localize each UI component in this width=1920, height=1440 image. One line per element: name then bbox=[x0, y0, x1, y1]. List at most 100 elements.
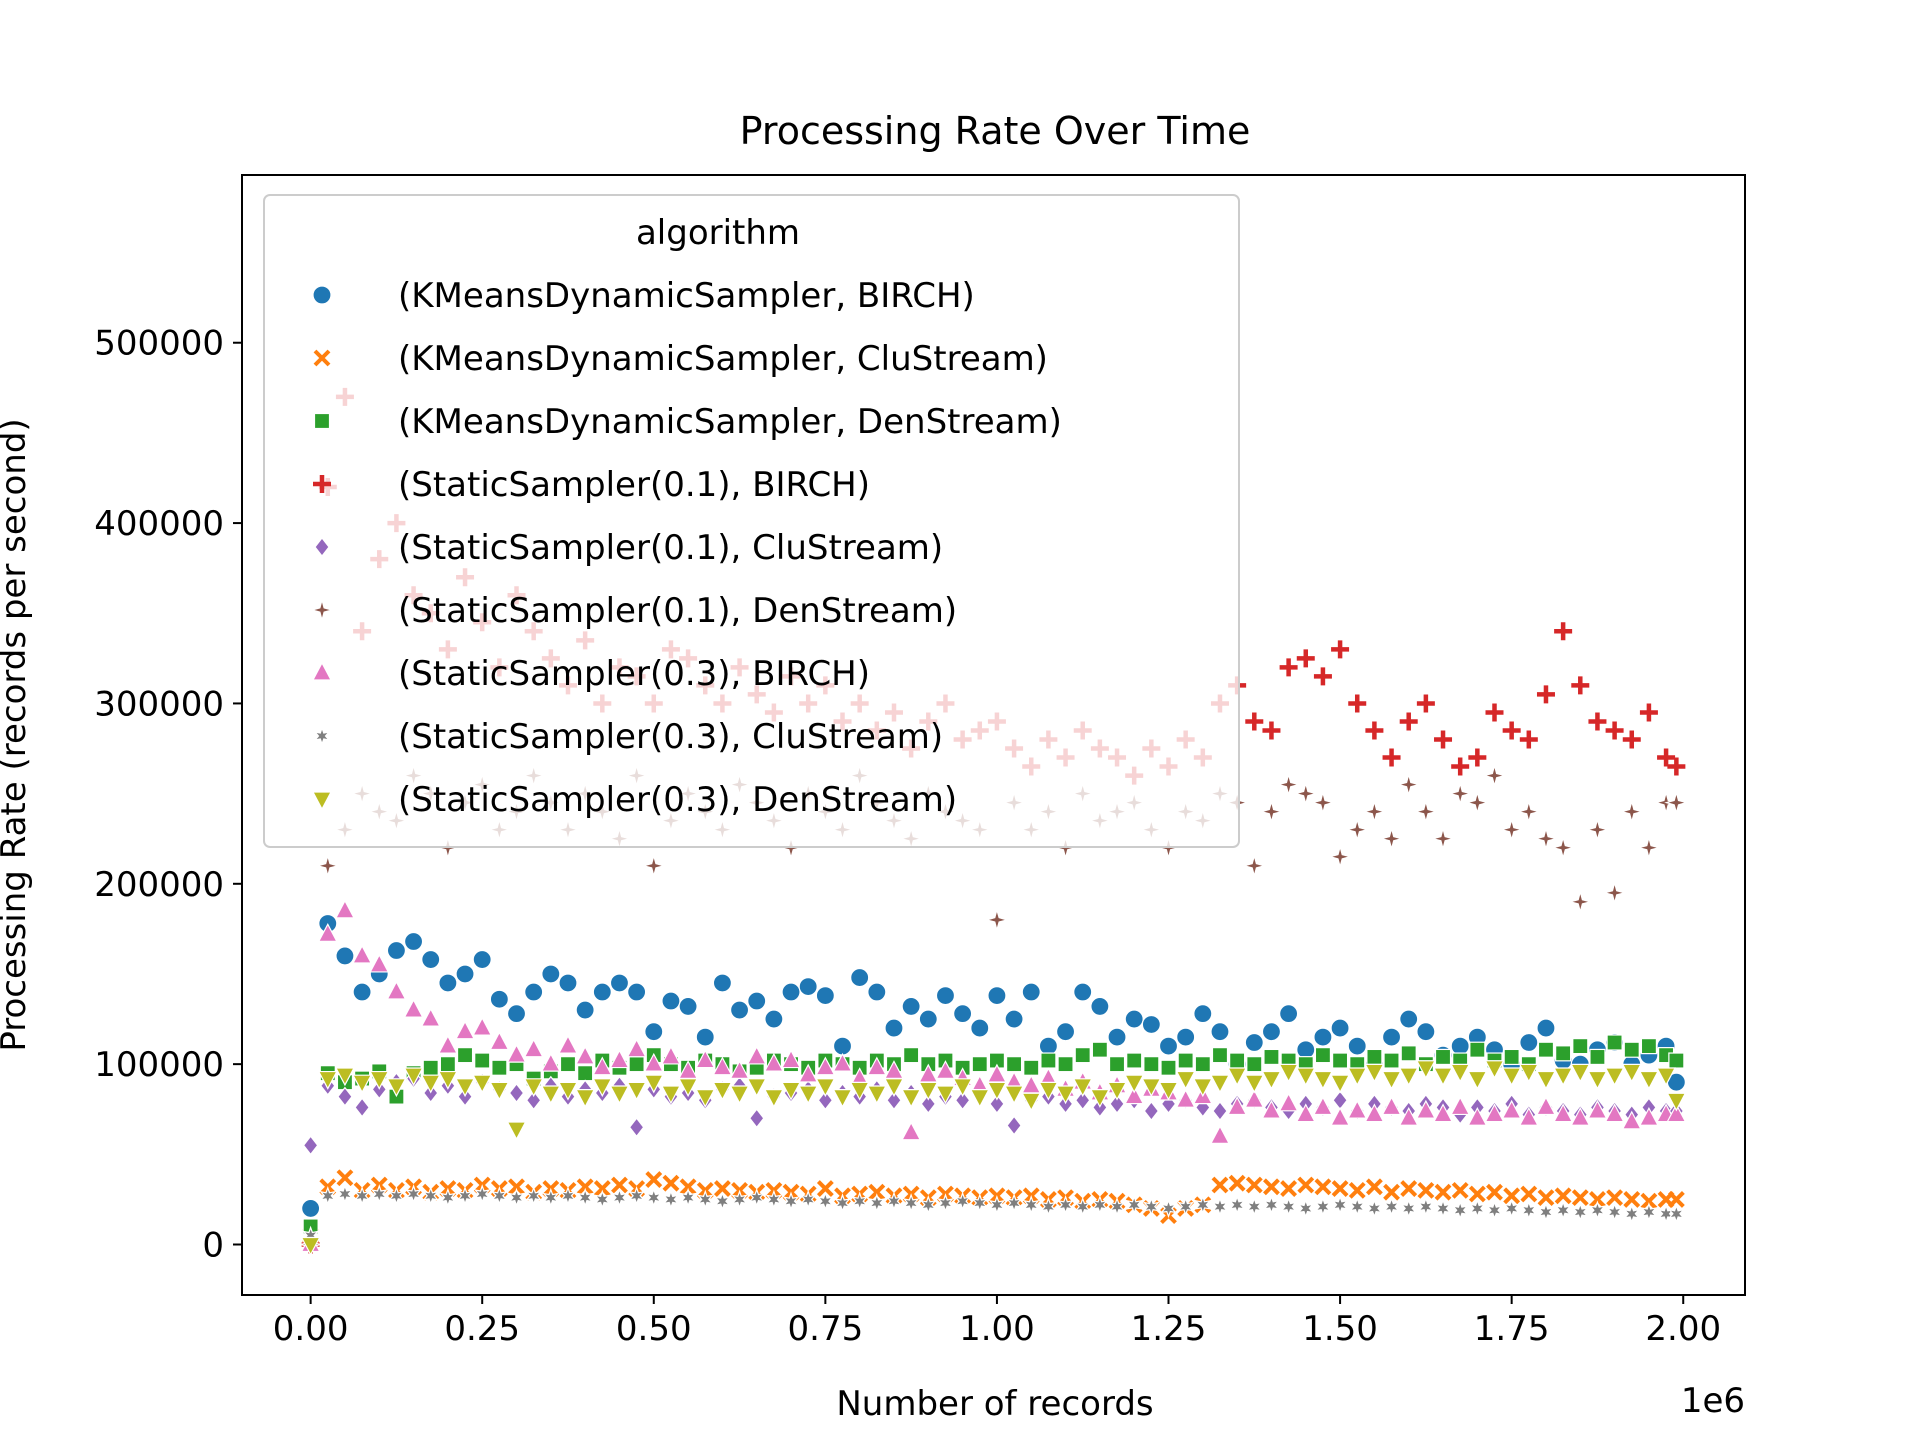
data-point bbox=[1667, 757, 1686, 776]
data-point bbox=[1640, 1202, 1658, 1222]
data-point bbox=[1381, 1027, 1402, 1047]
data-point bbox=[971, 1056, 988, 1073]
data-point bbox=[918, 1081, 939, 1101]
data-point bbox=[1519, 730, 1538, 749]
data-point bbox=[422, 1185, 440, 1206]
data-point bbox=[439, 1187, 457, 1208]
data-point bbox=[1623, 1190, 1641, 1208]
y-axis-label: Processing Rate (records per second) bbox=[0, 418, 34, 1051]
data-point bbox=[1313, 667, 1332, 686]
data-point bbox=[936, 1193, 954, 1213]
data-point bbox=[817, 1090, 834, 1111]
data-point bbox=[438, 973, 458, 993]
legend-marker bbox=[313, 412, 331, 430]
data-point bbox=[989, 1093, 1005, 1114]
data-point bbox=[1038, 1081, 1059, 1101]
data-point bbox=[883, 1078, 904, 1098]
data-point bbox=[1211, 1196, 1229, 1217]
data-point bbox=[609, 973, 630, 993]
data-point bbox=[489, 1081, 510, 1101]
data-point bbox=[491, 1059, 508, 1076]
data-point bbox=[1468, 1198, 1486, 1219]
data-point bbox=[712, 1081, 733, 1101]
data-point bbox=[1158, 1081, 1179, 1101]
data-point bbox=[490, 1185, 508, 1206]
data-point bbox=[352, 944, 373, 964]
data-point bbox=[1656, 1067, 1677, 1087]
data-point bbox=[953, 1004, 973, 1024]
data-point bbox=[1400, 1045, 1417, 1062]
legend-marker bbox=[312, 661, 332, 681]
data-point bbox=[660, 1085, 681, 1105]
data-point bbox=[1366, 1048, 1383, 1066]
data-point bbox=[1365, 1178, 1383, 1196]
data-point bbox=[765, 1189, 783, 1210]
legend-marker bbox=[314, 537, 330, 557]
data-point bbox=[592, 982, 612, 1002]
data-point bbox=[799, 1189, 817, 1210]
data-point bbox=[1555, 1045, 1572, 1062]
data-point bbox=[540, 1085, 561, 1105]
x-axis-offset-label: 1e6 bbox=[1681, 1381, 1745, 1421]
legend-marker bbox=[312, 285, 332, 305]
data-point bbox=[1451, 1181, 1469, 1199]
data-point bbox=[1604, 1067, 1625, 1087]
data-point bbox=[1415, 1099, 1436, 1119]
data-point bbox=[1503, 1187, 1521, 1205]
x-axis-label: Number of records bbox=[836, 1384, 1153, 1424]
data-point bbox=[1263, 1048, 1280, 1066]
data-point bbox=[420, 1007, 441, 1027]
data-point bbox=[1005, 1056, 1023, 1073]
data-point bbox=[1516, 799, 1542, 825]
data-point bbox=[1503, 1198, 1521, 1219]
data-point bbox=[1330, 1018, 1350, 1038]
data-point bbox=[971, 1193, 989, 1213]
data-point bbox=[1295, 1103, 1316, 1123]
legend-item: (StaticSampler(0.1), BIRCH) bbox=[313, 465, 870, 505]
data-point bbox=[334, 899, 355, 919]
data-point bbox=[1640, 1038, 1658, 1055]
data-point bbox=[1261, 1099, 1282, 1119]
data-point bbox=[662, 1189, 680, 1210]
data-point bbox=[1261, 1070, 1282, 1090]
data-point bbox=[1639, 703, 1658, 722]
data-point bbox=[1158, 1036, 1179, 1056]
data-point bbox=[1398, 1067, 1419, 1087]
data-point bbox=[1314, 1196, 1332, 1217]
y-tick-label: 200000 bbox=[94, 865, 224, 905]
data-point bbox=[1365, 721, 1384, 740]
data-point bbox=[713, 1180, 731, 1198]
data-point bbox=[695, 1027, 715, 1047]
data-point bbox=[1416, 694, 1435, 713]
data-point bbox=[1537, 1202, 1555, 1222]
data-point bbox=[1364, 1063, 1385, 1083]
data-point bbox=[577, 1065, 594, 1082]
data-point bbox=[626, 1038, 647, 1058]
data-point bbox=[559, 1185, 577, 1206]
data-point bbox=[403, 998, 424, 1018]
data-point bbox=[816, 1180, 834, 1198]
data-point bbox=[1604, 1103, 1625, 1123]
data-point bbox=[1606, 1189, 1624, 1207]
data-point bbox=[1434, 1048, 1452, 1066]
legend-label: (StaticSampler(0.3), DenStream) bbox=[398, 780, 957, 820]
data-point bbox=[1666, 1103, 1687, 1123]
data-point bbox=[403, 1067, 424, 1087]
data-point bbox=[1621, 1063, 1642, 1083]
data-point bbox=[1348, 1196, 1366, 1217]
data-point bbox=[628, 1185, 646, 1206]
data-point bbox=[1297, 1176, 1315, 1194]
data-point bbox=[815, 1056, 836, 1076]
data-point bbox=[886, 1090, 902, 1111]
data-point bbox=[1279, 658, 1298, 677]
data-point bbox=[645, 1187, 663, 1208]
data-point bbox=[576, 1187, 594, 1208]
data-point bbox=[506, 1043, 527, 1063]
data-point bbox=[473, 1184, 491, 1204]
data-point bbox=[1571, 676, 1590, 695]
data-point bbox=[645, 1171, 663, 1188]
data-point bbox=[679, 1187, 697, 1208]
x-axis: 0.00 0.25 0.50 0.75 1.00 1.25 1.50 1.75 2.00 bbox=[273, 1295, 1721, 1349]
data-point bbox=[1107, 1081, 1128, 1101]
data-point bbox=[1433, 1067, 1454, 1087]
